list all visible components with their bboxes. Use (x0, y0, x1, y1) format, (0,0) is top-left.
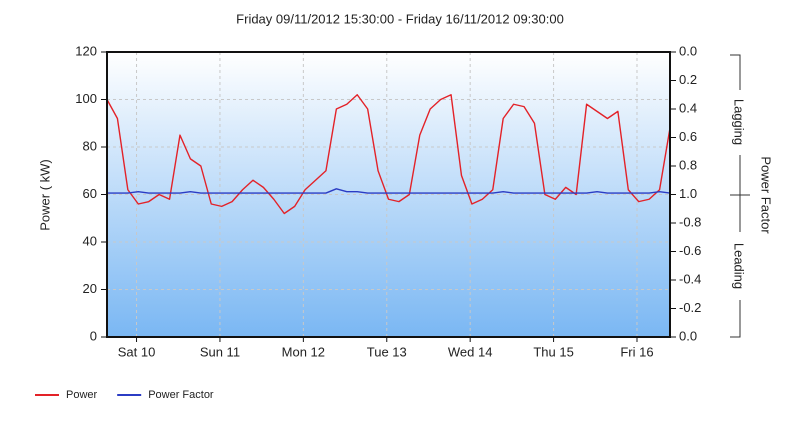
y2-tick-label: 0.2 (679, 72, 697, 87)
y2-tick-label: 0.0 (679, 328, 697, 343)
series-line (107, 188, 671, 194)
x-tick-label: Thu 15 (533, 344, 573, 359)
legend-label: Power (66, 389, 98, 401)
y2-tick-label: -0.8 (679, 214, 701, 229)
y2-tick-label: 0.4 (679, 100, 697, 115)
y-tick-label: 120 (75, 43, 97, 58)
y-tick-label: 0 (90, 328, 97, 343)
y2-tick-label: -0.2 (679, 300, 701, 315)
x-tick-label: Fri 16 (620, 344, 653, 359)
x-tick-label: Wed 14 (448, 344, 493, 359)
y-tick-label: 40 (83, 233, 97, 248)
x-tick-label: Tue 13 (367, 344, 407, 359)
chart-title: Friday 09/11/2012 15:30:00 - Friday 16/1… (236, 11, 564, 26)
x-tick-label: Sat 10 (118, 344, 156, 359)
y2-tick-label: 1.0 (679, 186, 697, 201)
lagging-label: Lagging (732, 99, 747, 145)
y2-tick-label: 0.8 (679, 157, 697, 172)
legend-label: Power Factor (148, 389, 214, 401)
series-line (106, 94, 671, 215)
y2-tick-label: 0.6 (679, 129, 697, 144)
y2-axis-label: Power Factor (759, 156, 774, 234)
y-axis-label: Power ( kW) (37, 159, 52, 231)
x-tick-label: Sun 11 (200, 344, 240, 359)
y2-tick-label: -0.4 (679, 271, 701, 286)
leading-label: Leading (732, 243, 747, 289)
y-tick-label: 80 (83, 138, 97, 153)
y-tick-label: 100 (75, 91, 97, 106)
y2-tick-label: -0.6 (679, 243, 701, 258)
y-tick-label: 60 (83, 186, 97, 201)
y2-bracket (730, 54, 750, 338)
y2-tick-label: 0.0 (679, 43, 697, 58)
x-tick-label: Mon 12 (282, 344, 325, 359)
y-tick-label: 20 (83, 281, 97, 296)
